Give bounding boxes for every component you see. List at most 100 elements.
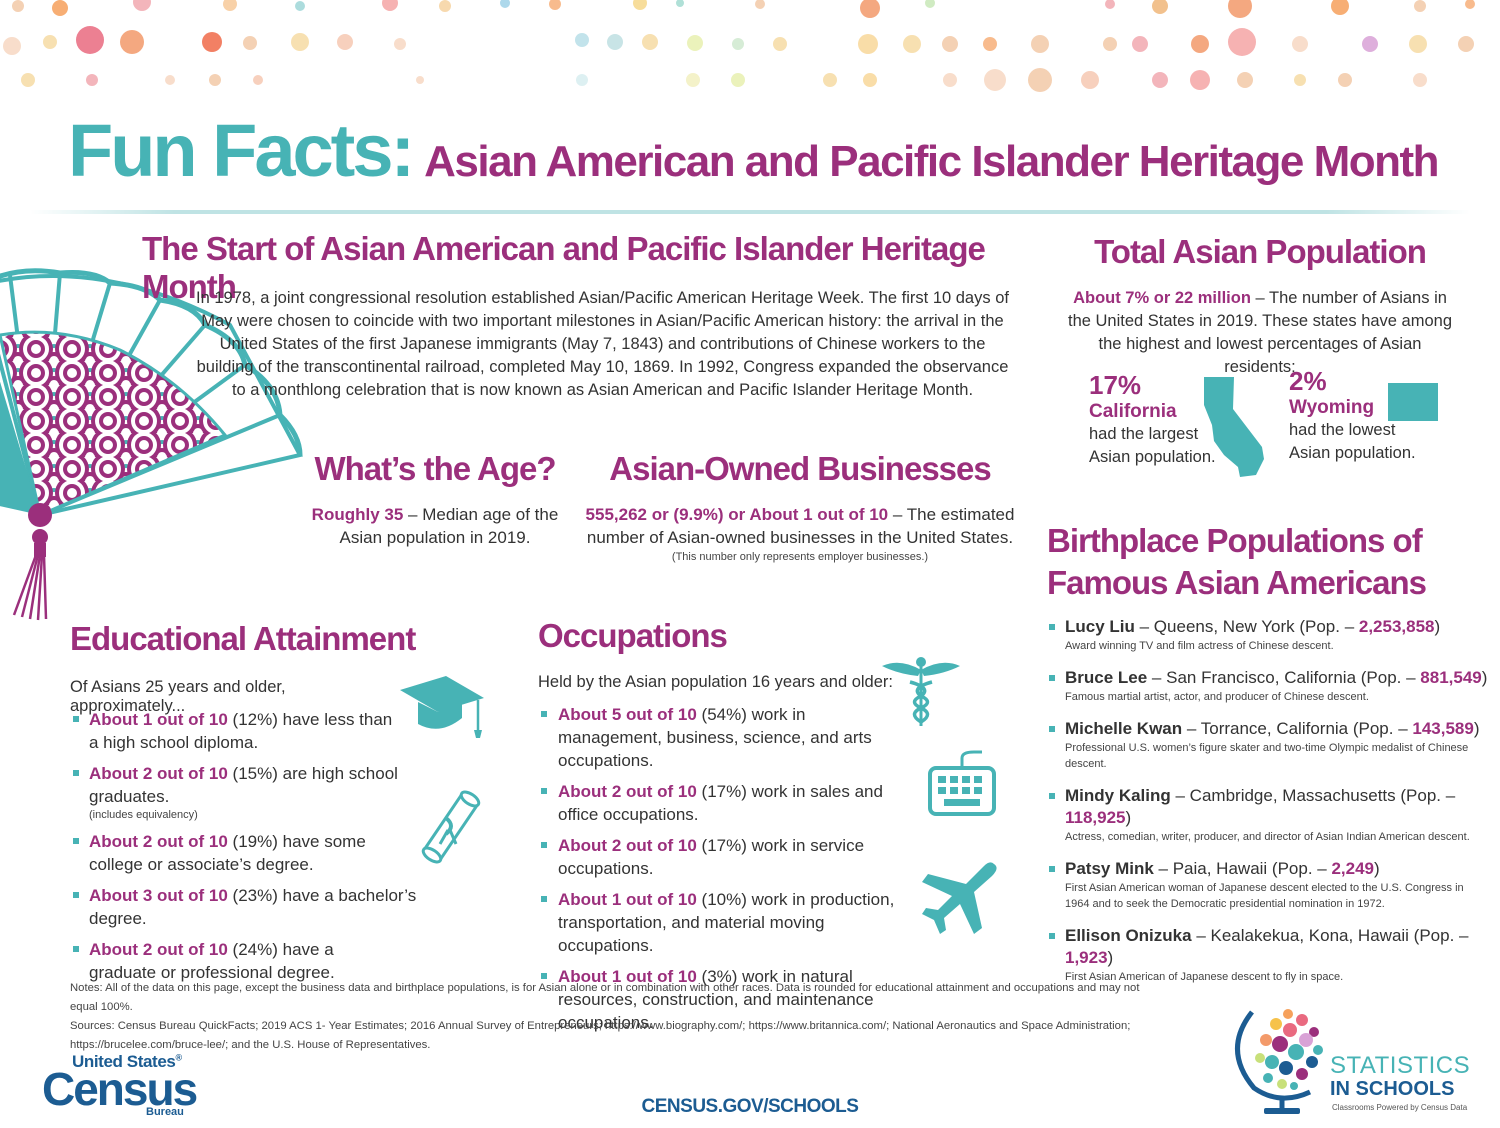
population-heading: Total Asian Population [1094,233,1427,270]
item-highlight: About 5 out of 10 [558,705,697,724]
wyoming-desc: had the lowest Asian population. [1289,421,1416,462]
list-item: About 3 out of 10 (23%) have a bachelor’… [72,884,452,930]
person-name: Bruce Lee [1065,668,1148,687]
education-list: About 1 out of 10 (12%) have less than a… [72,708,452,992]
decorative-dots [3,0,1475,92]
item-highlight: About 2 out of 10 [558,836,697,855]
person-place: – Queens, New York (Pop. – [1134,617,1359,636]
notes: Notes: All of the data on this page, exc… [70,979,1160,1055]
item-text: (3%) work in natural resources, construc… [558,967,874,1032]
fan-icon [0,268,304,621]
list-item: Patsy Mink – Paia, Hawaii (Pop. – 2,249)… [1048,858,1488,912]
person-desc: Famous martial artist, actor, and produc… [1065,691,1369,703]
wyoming-map-icon [1388,383,1438,421]
education-heading: Educational Attainment [70,620,416,657]
list-item: Michelle Kwan – Torrance, California (Po… [1048,718,1488,772]
item-text: (24%) have a graduate or professional de… [89,940,335,982]
page-title: Fun Facts: Asian American and Pacific Isl… [68,108,1488,192]
california-desc: had the largest Asian population. [1089,425,1216,466]
footer-url-link[interactable]: CENSUS.GOV/SCHOOLS [641,1096,859,1117]
item-highlight: About 2 out of 10 [89,764,228,783]
list-item: About 2 out of 10 (15%) are high school … [72,762,452,822]
statistics-in-schools-logo: STATISTICS IN SCHOOLS Classrooms Powered… [1230,1000,1480,1120]
person-place: – Cambridge, Massachusetts (Pop. – [1170,786,1456,805]
wyoming-pct: 2% [1289,366,1327,396]
item-text: (12%) have less than a high school diplo… [89,710,393,752]
person-pop: 2,249 [1331,859,1375,878]
start-heading: The Start of Asian American and Pacific … [142,230,986,305]
list-item: About 2 out of 10 (24%) have a graduate … [72,938,402,984]
education-intro: Of Asians 25 years and older, approximat… [70,678,286,715]
notes-line1: Notes: All of the data on this page, exc… [70,982,1140,1013]
title-divider [30,210,1470,214]
item-text: (19%) have some college or associate’s d… [89,832,366,874]
person-pop: 143,589 [1412,719,1474,738]
list-item: About 2 out of 10 (17%) work in sales an… [540,780,900,826]
title-main: Fun Facts: [68,109,415,192]
california-stat: 17% California had the largest Asian pop… [1089,370,1219,469]
person-close: ) [1434,617,1441,636]
item-highlight: About 2 out of 10 [89,940,228,959]
item-highlight: About 3 out of 10 [89,886,228,905]
occupations-heading: Occupations [538,617,728,654]
list-item: Lucy Liu – Queens, New York (Pop. – 2,25… [1048,616,1488,654]
person-name: Patsy Mink [1065,859,1154,878]
graduation-cap-icon [400,676,484,738]
birthplace-list: Lucy Liu – Queens, New York (Pop. – 2,25… [1048,616,1488,998]
person-close: ) [1473,719,1480,738]
business-note: (This number only represents employer bu… [671,551,929,563]
person-close: ) [1125,808,1132,827]
census-reg-mark: ® [175,1052,182,1063]
list-item: About 1 out of 10 (12%) have less than a… [72,708,402,754]
item-highlight: About 1 out of 10 [558,890,697,909]
item-text: (15%) are high school graduates. [89,764,398,806]
california-pct: 17% [1089,370,1142,400]
birthplace-heading-line2: Famous Asian Americans [1047,564,1427,601]
age-body: Roughly 35 – Median age of the Asian pop… [305,503,565,549]
caduceus-icon [882,657,960,726]
item-text: (17%) work in sales and office occupatio… [558,782,883,824]
item-highlight: About 1 out of 10 [558,967,697,986]
birthplace-heading-line1: Birthplace Populations of [1047,522,1423,559]
person-place: – Paia, Hawaii (Pop. – [1153,859,1332,878]
title-sub: Asian American and Pacific Islander Heri… [424,137,1439,186]
person-desc: Professional U.S. women’s figure skater … [1065,742,1469,770]
birthplace-heading: Birthplace Populations of Famous Asian Am… [1047,520,1487,604]
person-name: Michelle Kwan [1065,719,1183,738]
item-highlight: About 1 out of 10 [89,710,228,729]
business-heading: Asian-Owned Businesses [609,450,991,487]
person-name: Ellison Onizuka [1065,926,1192,945]
person-pop: 118,925 [1065,808,1126,827]
census-main-text: Census [42,1063,198,1115]
occupations-intro: Held by the Asian population 16 years an… [538,673,893,691]
diploma-icon [421,790,481,864]
population-body: About 7% or 22 million – The number of A… [1065,287,1455,379]
person-desc: Award winning TV and film actress of Chi… [1065,640,1334,652]
list-item: Ellison Onizuka – Kealakekua, Kona, Hawa… [1048,925,1488,985]
person-place: – San Francisco, California (Pop. – [1147,668,1421,687]
person-desc: Actress, comedian, writer, producer, and… [1065,831,1470,843]
business-body: 555,262 or (9.9%) or About 1 out of 10 –… [580,503,1020,549]
item-text: (23%) have a bachelor’s degree. [89,886,417,928]
keyboard-icon [928,750,996,816]
person-pop: 881,549 [1420,668,1482,687]
list-item: Bruce Lee – San Francisco, California (P… [1048,667,1488,705]
item-highlight: About 2 out of 10 [89,832,228,851]
wyoming-stat: 2% Wyoming had the lowest Asian populati… [1289,366,1424,465]
person-pop: 1,923 [1065,948,1108,967]
occupations-list: About 5 out of 10 (54%) work in manageme… [540,703,940,1042]
item-text: (54%) work in management, business, scie… [558,705,872,770]
age-highlight: Roughly 35 [311,505,404,524]
person-name: Mindy Kaling [1065,786,1171,805]
start-body: In 1978, a joint congressional resolutio… [196,289,1009,399]
list-item: About 1 out of 10 (10%) work in producti… [540,888,915,957]
california-name: California [1089,401,1177,422]
item-highlight: About 2 out of 10 [558,782,697,801]
list-item: Mindy Kaling – Cambridge, Massachusetts … [1048,785,1488,845]
list-item: About 2 out of 10 (17%) work in service … [540,834,940,880]
item-text: (17%) work in service occupations. [558,836,865,878]
notes-line2: Sources: Census Bureau QuickFacts; 2019 … [70,1020,1131,1051]
person-close: ) [1481,668,1488,687]
airplane-icon [922,862,997,934]
person-name: Lucy Liu [1065,617,1135,636]
